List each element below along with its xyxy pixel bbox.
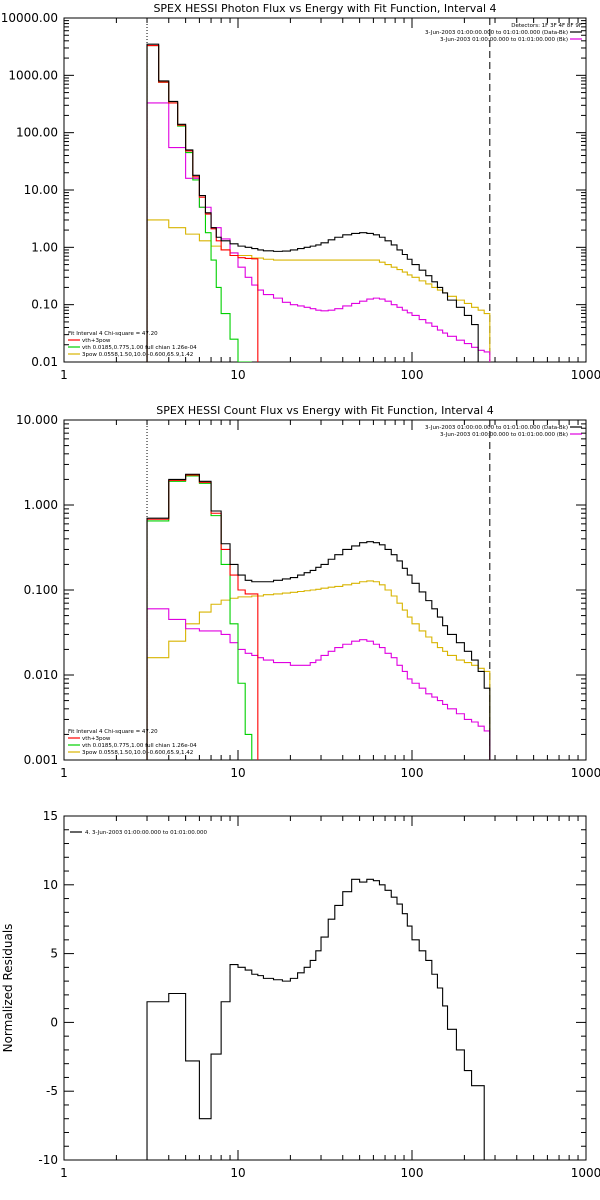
legend-entry-bl: Fit Interval 4 Chi-square = 47.20: [68, 331, 158, 337]
y-tick-label: 0.010: [24, 668, 58, 682]
series-thermal: [146, 45, 252, 362]
y-tick-label: 10: [43, 878, 58, 892]
series-data: [146, 43, 479, 362]
legend-entry-bl: vth 0.0185,0.775,1.00 full chian 1.26e-0…: [82, 743, 197, 749]
x-tick-label: 10: [230, 368, 245, 382]
series-pow: [146, 219, 491, 362]
y-tick-label: 1.00: [31, 240, 58, 254]
x-tick-label: 1000: [571, 766, 600, 780]
x-tick-label: 100: [401, 766, 424, 780]
panel-3: 1 10 100 1000 -10 -5 0 5 10 15 Normalized Residual…: [1, 809, 600, 1180]
x-tick-label: 1: [60, 368, 68, 382]
y-tick-label: 10000.00: [1, 11, 58, 25]
chart-title: SPEX HESSI Count Flux vs Energy with Fit…: [156, 404, 493, 417]
series-thermal: [146, 475, 253, 760]
y-tick-label: 0.100: [24, 583, 58, 597]
legend-entry-bl: vth 0.0185,0.775,1.00 full chian 1.26e-0…: [82, 345, 197, 351]
chart-title: SPEX HESSI Photon Flux vs Energy with Fi…: [153, 2, 496, 15]
y-tick-label: 0.10: [31, 298, 58, 312]
x-tick-label: 100: [401, 368, 424, 382]
x-tick-label: 10: [230, 766, 245, 780]
legend-entry-bl: Fit Interval 4 Chi-square = 47.20: [68, 729, 158, 735]
series-pow: [146, 580, 491, 760]
plot-frame: [63, 419, 587, 761]
series-total: [146, 45, 259, 362]
y-tick-label: -10: [38, 1153, 58, 1167]
y-tick-label: 15: [43, 809, 58, 823]
legend-entry-tl: 4. 3-Jun-2003 01:00:00.000 to 01:01:00.0…: [85, 830, 208, 836]
x-tick-label: 1: [60, 1166, 68, 1180]
y-tick-label: 10.000: [16, 413, 58, 427]
x-tick-label: 1: [60, 766, 68, 780]
y-tick-label: 1000.00: [8, 68, 58, 82]
legend-entry-bl: vth+3pow: [82, 338, 111, 344]
y-tick-label: 100.00: [16, 126, 58, 140]
y-tick-label: -5: [46, 1084, 58, 1098]
x-tick-label: 10: [230, 1166, 245, 1180]
legend-entry-tr: 3-Jun-2003 01:00:00.000 to 01:01:00.000 …: [425, 30, 568, 36]
x-tick-label: 1000: [571, 1166, 600, 1180]
plot-area: [146, 43, 491, 362]
legend-entry-bl: 3pow 0.0558,1.50,10.0,-0.600,65.9,1.42: [82, 352, 193, 358]
panel-1: SPEX HESSI Photon Flux vs Energy with Fi…: [1, 2, 600, 382]
series-data: [146, 473, 491, 760]
plot-frame: [63, 815, 587, 1161]
y-tick-label: 0.01: [31, 355, 58, 369]
plot-area: [146, 473, 491, 760]
y-tick-label: 5: [50, 947, 58, 961]
y-tick-label: 1.000: [24, 498, 58, 512]
legend-entry-bl: vth+3pow: [82, 736, 111, 742]
y-tick-label: 0.001: [24, 753, 58, 767]
series-bk: [146, 608, 491, 760]
y-axis-label: Normalized Residuals: [1, 924, 15, 1053]
plot-area: [146, 878, 490, 1160]
x-tick-label: 1000: [571, 368, 600, 382]
legend-entry-tr: 3-Jun-2003 01:00:00.000 to 01:01:00.000 …: [425, 425, 568, 431]
legend-entry-bl: 3pow 0.0558,1.50,10.0,-0.600,65.9,1.42: [82, 750, 193, 756]
legend-entry-tr: 3-Jun-2003 01:00:00.000 to 01:01:00.000 …: [440, 432, 568, 438]
y-tick-label: 0: [50, 1015, 58, 1029]
panel-2: SPEX HESSI Count Flux vs Energy with Fit…: [16, 404, 600, 780]
series-data: [146, 878, 490, 1160]
legend-entry-tr: Detectors: 1F 3F 4F 8F 9F: [511, 23, 582, 29]
y-tick-label: 10.00: [24, 183, 58, 197]
x-tick-label: 100: [401, 1166, 424, 1180]
legend-entry-tr: 3-Jun-2003 01:00:00.000 to 01:01:00.000 …: [440, 37, 568, 43]
series-bk: [146, 102, 491, 362]
